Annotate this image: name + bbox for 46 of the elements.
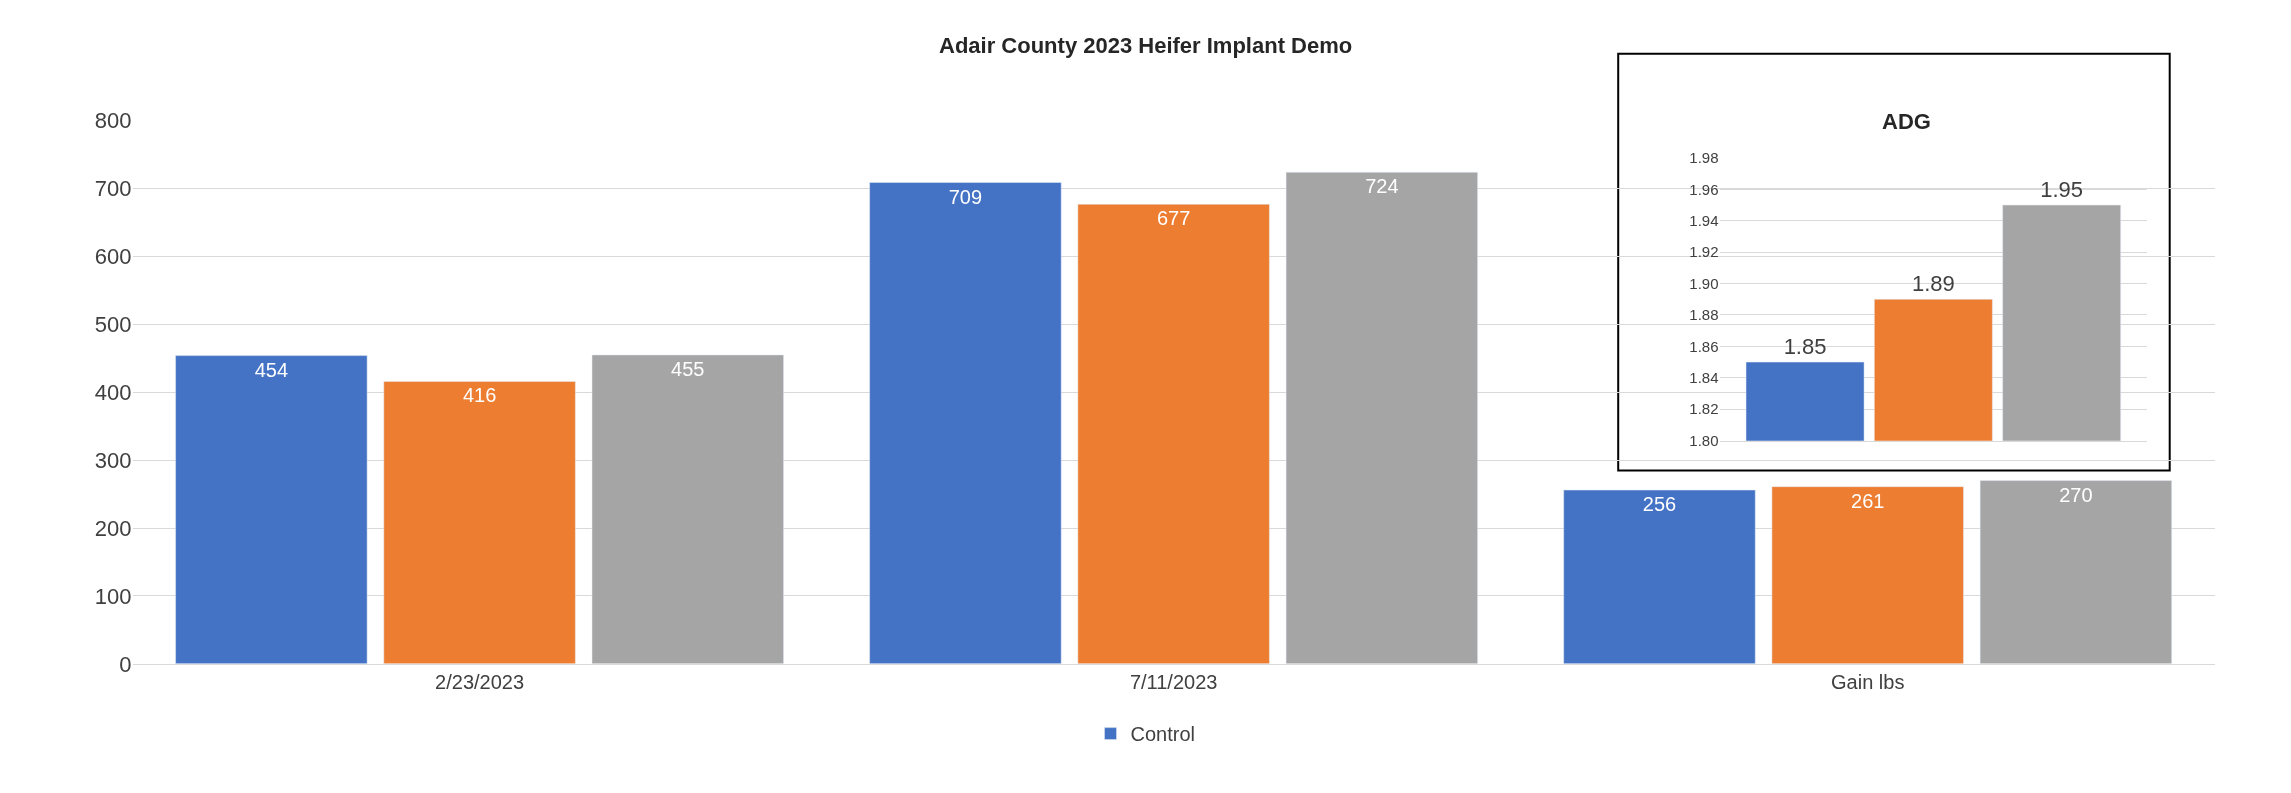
y-tick-label: 0	[119, 651, 132, 677]
data-label: 1.95	[2040, 177, 2084, 203]
y-tick-label: 1.80	[1689, 431, 1719, 449]
data-label: 416	[462, 384, 497, 407]
bar	[1979, 480, 2172, 664]
chart-title: ADG	[1882, 109, 1931, 134]
y-tick-label: 400	[94, 379, 132, 405]
legend-label: Control	[1130, 723, 1195, 746]
bar	[1771, 486, 1964, 664]
y-tick-label: 300	[94, 447, 132, 473]
y-tick-label: 1.94	[1689, 212, 1719, 229]
bar	[1285, 172, 1478, 664]
bar	[1077, 203, 1270, 664]
chart-title: Adair County 2023 Heifer Implant Demo	[939, 33, 1353, 58]
data-label: 1.85	[1783, 334, 1827, 360]
data-label: 455	[671, 357, 705, 380]
y-tick-label: 1.90	[1689, 274, 1719, 292]
y-tick-label: 1.88	[1689, 306, 1719, 324]
data-label: 270	[2059, 483, 2093, 506]
y-tick-label: 1.84	[1689, 369, 1719, 387]
y-tick-label: 1.86	[1689, 337, 1719, 355]
data-label: 256	[1642, 493, 1677, 516]
y-tick-label: 1.98	[1689, 149, 1719, 167]
y-tick-label: 800	[94, 108, 132, 134]
y-tick-label: 600	[94, 244, 132, 270]
bar	[869, 182, 1062, 664]
y-tick-label: 1.82	[1689, 400, 1719, 418]
data-label: 709	[948, 185, 983, 208]
x-tick-label: 2/23/2023	[435, 670, 525, 693]
data-label: 454	[254, 358, 289, 381]
y-tick-label: 200	[94, 515, 132, 541]
y-tick-label: 700	[94, 176, 132, 202]
y-tick-label: 1.96	[1689, 180, 1719, 198]
bar	[591, 354, 784, 664]
data-label: 1.89	[1911, 271, 1955, 297]
data-label: 724	[1365, 175, 1399, 198]
y-tick-label: 1.92	[1689, 243, 1719, 261]
data-label: 261	[1851, 489, 1885, 512]
y-tick-label: 500	[94, 312, 132, 338]
bar	[175, 355, 368, 664]
y-tick-label: 100	[94, 583, 132, 609]
x-tick-label: Gain lbs	[1831, 670, 1905, 693]
data-label: 677	[1156, 207, 1191, 230]
x-tick-label: 7/11/2023	[1129, 670, 1218, 693]
bar	[1563, 489, 1756, 664]
bar	[383, 381, 576, 664]
